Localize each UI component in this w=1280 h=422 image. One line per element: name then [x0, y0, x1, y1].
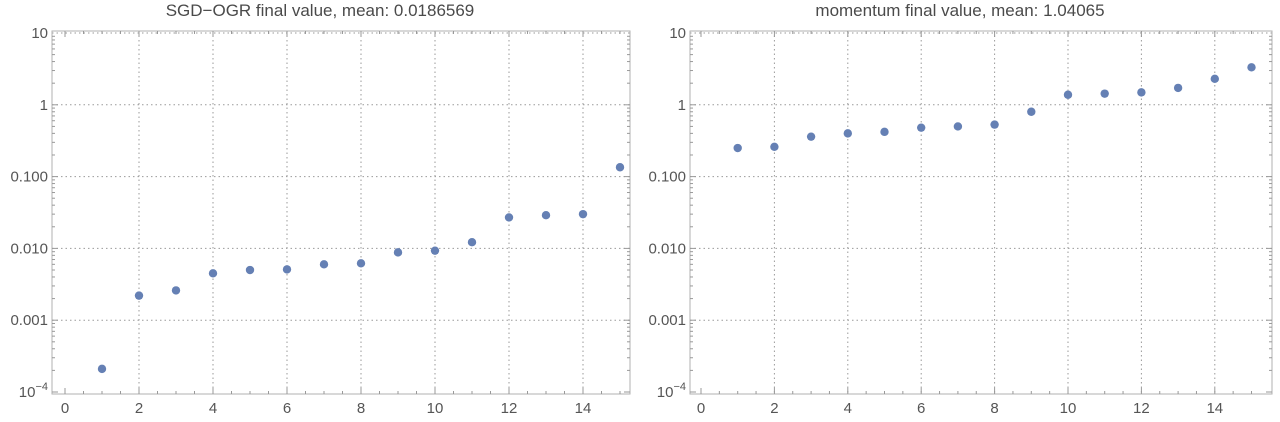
data-point: [467, 237, 477, 247]
data-point: [1063, 90, 1073, 99]
plot-frame: [51, 30, 631, 395]
y-tick-label: 1: [40, 97, 48, 114]
data-point: [578, 209, 588, 219]
x-tick-label: 10: [1060, 400, 1077, 417]
data-point: [880, 127, 889, 137]
data-point: [97, 364, 107, 374]
data-point: [1137, 88, 1146, 97]
axis-ticks: [690, 31, 1272, 394]
data-point: [733, 143, 742, 153]
data-point: [1210, 74, 1219, 84]
plot-frame: [689, 30, 1273, 395]
y-tick-label: 0.010: [10, 240, 48, 257]
y-tick-label: 0.001: [10, 312, 48, 329]
grid-lines: [52, 31, 630, 394]
data-point: [319, 260, 329, 269]
x-tick-label: 8: [990, 400, 998, 417]
y-tick-label: 10: [669, 25, 686, 42]
data-point: [770, 142, 779, 152]
data-point: [282, 265, 292, 274]
x-tick-label: 6: [917, 400, 925, 417]
x-tick-label: 12: [501, 400, 518, 417]
data-point: [990, 120, 999, 129]
y-tick-label: 0.100: [10, 169, 48, 186]
x-tick-label: 8: [357, 400, 365, 417]
y-tick-label: 0.001: [648, 312, 686, 329]
data-point: [1173, 83, 1183, 93]
y-tick-label: 10−4: [19, 381, 48, 401]
x-tick-label: 4: [844, 400, 852, 417]
data-point: [917, 123, 926, 132]
data-point: [356, 259, 366, 268]
data-points: [733, 63, 1256, 153]
y-tick-label: 0.100: [648, 169, 686, 186]
y-tick-label: 10: [31, 25, 48, 42]
right-chart-title: momentum final value, mean: 1.04065: [815, 1, 1105, 20]
right-chart-plot: 10 1 0.100 0.010 0.001 10−4 0 2 4 6 8 10 12 14: [648, 25, 1273, 417]
y-tick-label: 1: [678, 97, 686, 114]
data-point: [806, 132, 816, 141]
data-point: [171, 286, 181, 295]
data-point: [843, 129, 852, 138]
data-point: [245, 265, 255, 275]
grid-lines: [690, 31, 1272, 394]
x-tick-label: 0: [61, 400, 69, 417]
data-point: [541, 210, 551, 220]
x-tick-label: 6: [283, 400, 291, 417]
axis-ticks: [52, 31, 630, 394]
left-chart-title: SGD−OGR final value, mean: 0.0186569: [165, 1, 475, 20]
data-point: [1247, 63, 1256, 72]
x-tick-label: 10: [427, 400, 444, 417]
data-points: [97, 163, 625, 374]
data-point: [1027, 107, 1036, 116]
data-point: [615, 163, 625, 172]
x-tick-label: 14: [575, 400, 592, 417]
y-tick-label: 0.010: [648, 240, 686, 257]
data-point: [208, 269, 218, 278]
x-tick-label: 2: [135, 400, 143, 417]
data-point: [1100, 89, 1109, 98]
x-tick-label: 2: [770, 400, 778, 417]
left-chart-panel: SGD−OGR final value, mean: 0.0186569 10 1…: [10, 1, 631, 417]
right-chart-panel: momentum final value, mean: 1.04065 10 1 0…: [640, 0, 1280, 422]
data-point: [134, 291, 144, 300]
x-tick-label: 14: [1206, 400, 1223, 417]
x-tick-label: 4: [209, 400, 217, 417]
left-chart-plot: 10 1 0.100 0.010 0.001 10−4 0 2 4 6 8 10 12 14: [10, 25, 631, 417]
data-point: [953, 122, 963, 131]
x-tick-label: 0: [697, 400, 705, 417]
y-tick-label: 10−4: [657, 381, 686, 401]
data-point: [504, 213, 514, 222]
data-point: [393, 248, 403, 257]
x-tick-label: 12: [1133, 400, 1150, 417]
data-point: [430, 246, 440, 255]
